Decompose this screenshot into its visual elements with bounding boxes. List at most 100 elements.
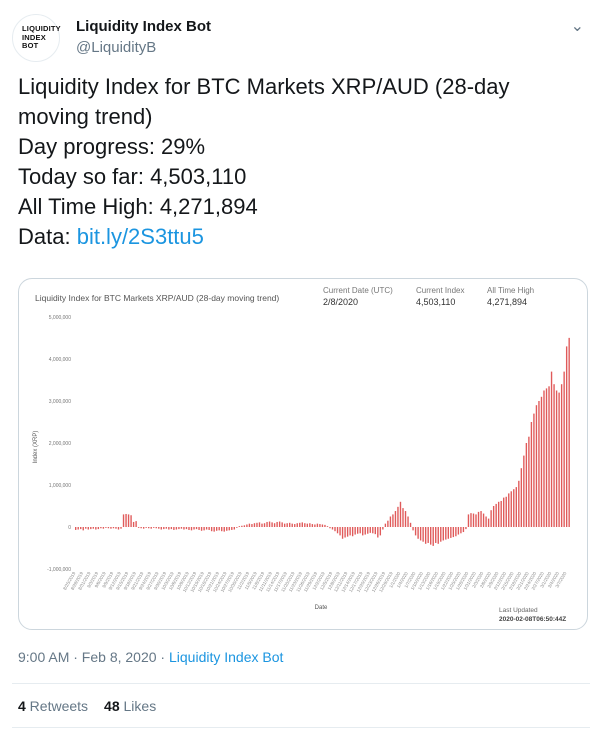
- bar: [389, 516, 392, 527]
- bar: [533, 413, 535, 527]
- bar: [226, 527, 228, 531]
- bar: [339, 527, 341, 536]
- bar: [231, 527, 233, 530]
- bar: [75, 527, 77, 530]
- bar: [306, 523, 309, 527]
- avatar[interactable]: LIQUIDITY INDEX BOT: [12, 14, 61, 62]
- bar: [107, 527, 110, 529]
- bar: [530, 422, 533, 527]
- bar: [440, 527, 442, 542]
- tweet-line: Liquidity Index for BTC Markets XRP/AUD …: [18, 74, 510, 99]
- bar: [112, 527, 115, 529]
- bar: [140, 527, 142, 529]
- bar: [77, 527, 79, 530]
- bar: [215, 527, 218, 531]
- y-axis-label: Index (XRP): [33, 431, 39, 464]
- bar: [80, 527, 82, 530]
- bar: [148, 527, 150, 529]
- last-updated-label: Last Updated: [499, 607, 538, 614]
- bar: [387, 520, 389, 527]
- tweet-meta: 9:00 AM · Feb 8, 2020 · Liquidity Index …: [18, 649, 283, 665]
- current-index-value: 4,503,110: [416, 297, 455, 307]
- bar: [180, 527, 183, 529]
- bar: [445, 527, 447, 540]
- chart-card[interactable]: Liquidity Index for BTC Markets XRP/AUD …: [18, 278, 588, 630]
- bar: [256, 522, 258, 527]
- user-handle[interactable]: @LiquidityB: [76, 39, 157, 56]
- tweet-line: Today so far: 4,503,110: [18, 164, 247, 189]
- bar: [165, 527, 168, 529]
- bar: [153, 527, 155, 528]
- bar: [553, 384, 555, 527]
- bar: [92, 527, 94, 529]
- bar: [500, 500, 502, 527]
- bar: [105, 527, 107, 528]
- bar: [555, 390, 558, 527]
- bar: [213, 527, 215, 532]
- bar: [424, 527, 427, 544]
- bar: [369, 527, 371, 533]
- tweet-data-line: Data: bit.ly/2S3ttu5: [18, 222, 588, 252]
- bar: [273, 523, 276, 527]
- y-tick-label: 1,000,000: [49, 483, 71, 489]
- tweet-line: moving trend): [18, 104, 153, 129]
- bar: [102, 527, 105, 529]
- source-link[interactable]: Liquidity Index Bot: [168, 649, 284, 665]
- bar: [430, 527, 432, 545]
- avatar-text-line: INDEX: [22, 32, 46, 42]
- data-link[interactable]: bit.ly/2S3ttu5: [76, 224, 204, 249]
- bar: [198, 527, 200, 530]
- timestamp[interactable]: 9:00 AM · Feb 8, 2020 ·: [18, 649, 169, 665]
- bar: [513, 489, 515, 527]
- bar: [341, 527, 344, 539]
- bar: [296, 523, 298, 527]
- bar: [349, 527, 351, 536]
- bar: [188, 527, 190, 530]
- bar: [356, 527, 359, 534]
- likes-stat[interactable]: 48 Likes: [104, 698, 156, 714]
- bar: [545, 388, 548, 527]
- bar: [246, 524, 248, 527]
- bar: [470, 513, 472, 527]
- bar: [568, 337, 570, 527]
- bar: [495, 503, 497, 527]
- bar: [346, 527, 349, 537]
- bar: [465, 527, 467, 530]
- bar: [193, 527, 195, 530]
- x-axis-label: Date: [315, 605, 328, 611]
- tweet-header: LIQUIDITY INDEX BOT Liquidity Index Bot …: [12, 12, 592, 62]
- bar: [248, 523, 251, 527]
- bar: [311, 524, 314, 527]
- all-time-high-value: 4,271,894: [487, 297, 527, 307]
- bar: [314, 524, 316, 527]
- bar: [485, 516, 487, 527]
- bar: [535, 405, 538, 527]
- current-date-value: 2/8/2020: [323, 297, 358, 307]
- bar: [487, 518, 490, 527]
- chevron-down-icon[interactable]: ⌄: [570, 18, 584, 35]
- bar: [475, 514, 477, 527]
- tweet-line: All Time High: 4,271,894: [18, 194, 258, 219]
- bar: [437, 527, 439, 544]
- current-date-label: Current Date (UTC): [323, 286, 393, 295]
- retweets-stat[interactable]: 4 Retweets: [18, 698, 88, 714]
- avatar-text-line: LIQUIDITY: [22, 24, 61, 34]
- bar: [329, 527, 331, 529]
- bar: [115, 527, 117, 529]
- bar: [422, 527, 424, 542]
- bar: [160, 527, 162, 530]
- user-name[interactable]: Liquidity Index Bot: [76, 18, 211, 35]
- bar: [87, 527, 89, 530]
- bar: [271, 522, 273, 527]
- bar: [170, 527, 173, 530]
- bar: [404, 511, 407, 527]
- bar: [417, 527, 419, 539]
- y-axis-ticks: 5,000,000 4,000,000 3,000,000 2,000,000 1,00…: [47, 315, 71, 573]
- bar: [291, 523, 293, 527]
- bar: [497, 501, 500, 527]
- bar: [477, 511, 480, 527]
- bar: [183, 527, 185, 530]
- retweets-label: Retweets: [25, 698, 89, 714]
- y-tick-label: 5,000,000: [49, 315, 71, 321]
- bar: [185, 527, 188, 530]
